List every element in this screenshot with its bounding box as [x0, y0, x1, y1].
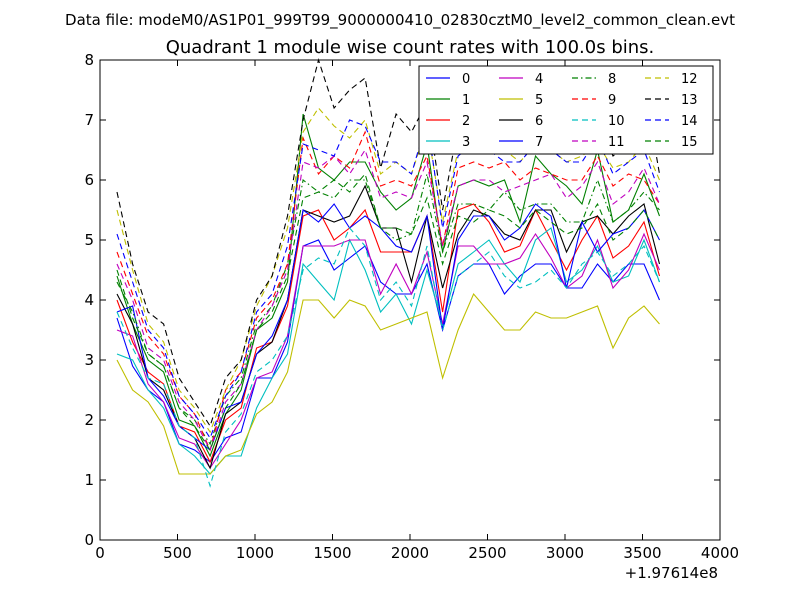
series-line-2 — [116, 203, 661, 464]
legend-label-4: 4 — [535, 72, 543, 87]
y-tick-label: 0 — [84, 531, 94, 549]
x-offset-label: +1.97614e8 — [625, 564, 718, 582]
legend-label-10: 10 — [608, 114, 625, 129]
legend-label-7: 7 — [535, 135, 543, 150]
series-line-7 — [116, 203, 660, 451]
figure-supertitle: Data file: modeM0/AS1P01_999T99_90000004… — [65, 11, 735, 30]
x-tick-label: 3000 — [546, 544, 584, 562]
legend-label-3: 3 — [462, 135, 470, 150]
y-tick-label: 8 — [84, 51, 94, 69]
y-tick-label: 3 — [84, 351, 94, 369]
series-line-10 — [116, 226, 661, 488]
legend-label-13: 13 — [681, 93, 698, 108]
y-tick-label: 5 — [84, 231, 94, 249]
y-tick-label: 4 — [84, 291, 94, 309]
series-line-1 — [116, 113, 661, 458]
series-line-5 — [116, 292, 660, 475]
legend-label-15: 15 — [681, 135, 698, 150]
x-tick-label: 0 — [95, 544, 105, 562]
series-line-3 — [116, 227, 661, 475]
x-tick-label: 4000 — [701, 544, 739, 562]
series-line-14 — [116, 119, 661, 440]
legend-label-2: 2 — [462, 114, 470, 129]
x-tick-label: 3500 — [623, 544, 661, 562]
series-lines — [116, 58, 661, 488]
y-tick-label: 7 — [84, 111, 94, 129]
series-line-12 — [116, 107, 661, 434]
legend-label-12: 12 — [681, 72, 698, 87]
series-line-8 — [116, 173, 660, 446]
y-tick-label: 1 — [84, 471, 94, 489]
legend-label-0: 0 — [462, 72, 470, 87]
series-line-15 — [116, 172, 660, 452]
legend-label-5: 5 — [535, 93, 543, 108]
x-tick-label: 1000 — [236, 544, 274, 562]
chart-title: Quadrant 1 module wise count rates with … — [166, 37, 655, 58]
legend-label-11: 11 — [608, 135, 625, 150]
plot-frame — [99, 59, 721, 541]
y-tick-label: 2 — [84, 411, 94, 429]
series-line-0 — [116, 239, 661, 463]
x-tick-label: 500 — [163, 544, 192, 562]
series-line-13 — [116, 58, 661, 428]
axis-ticks: 0 500 1000 1500 2000 2500 3000 3500 400001234567… — [84, 51, 739, 562]
x-tick-label: 2500 — [468, 544, 506, 562]
x-tick-label: 2000 — [391, 544, 429, 562]
legend-label-8: 8 — [608, 72, 616, 87]
legend-label-14: 14 — [681, 114, 698, 129]
legend-label-1: 1 — [462, 93, 470, 108]
y-tick-label: 6 — [84, 171, 94, 189]
x-tick-label: 1500 — [313, 544, 351, 562]
legend-label-9: 9 — [608, 93, 616, 108]
legend-box — [418, 65, 714, 155]
legend-label-6: 6 — [535, 114, 543, 129]
